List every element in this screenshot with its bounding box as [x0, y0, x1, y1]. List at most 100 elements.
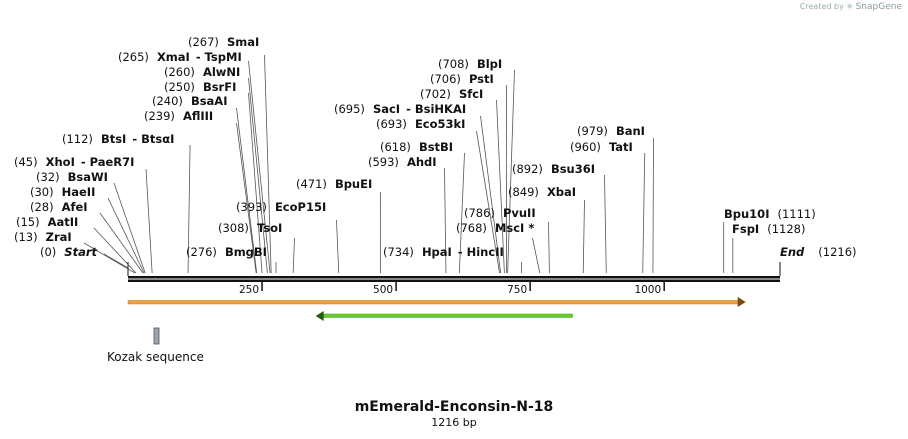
site-name: Eco53kI [415, 117, 466, 131]
site-label-bani: (979) BanI [577, 124, 645, 138]
credit-brand: SnapGene [855, 2, 902, 12]
site-name: BpuEI [335, 177, 372, 191]
site-leader-line [444, 167, 447, 274]
site-position: (240) [152, 94, 183, 108]
site-saci-group: (695) SacI - BsiHKAI [334, 102, 502, 274]
site-label-sfci: (702) SfcI [420, 87, 483, 101]
site-label-zrai: (13) ZraI [14, 230, 72, 244]
start-name: Start [64, 245, 97, 259]
site-label-pvuii: (786) PvuII [464, 206, 536, 220]
site-name: SfcI [459, 87, 483, 101]
site-name: BstBI [419, 140, 453, 154]
site-name: PvuII [503, 206, 536, 220]
site-leader-line [107, 197, 145, 274]
site-position: (112) [62, 132, 93, 146]
site-position: (892) [512, 162, 543, 176]
site-ahdi-group: (593) AhdI [368, 155, 447, 274]
site-bmgbi-group: (276) BmgBI [186, 245, 277, 273]
site-label-ecop15i: (393) EcoP15I [236, 200, 326, 214]
site-label-bsaai: (240) BsaAI [152, 94, 228, 108]
site-position: (849) [508, 185, 539, 199]
site-leader-line [496, 99, 505, 274]
site-name-alt: - BtsαI [132, 132, 174, 146]
site-name: AlwNI [203, 65, 240, 79]
feature-bar-mEmerald [127, 300, 740, 305]
site-name: Bsu36I [551, 162, 595, 176]
site-afliii-group: (239) AflIII [144, 109, 257, 274]
site-position: (693) [376, 117, 407, 131]
site-leader-line [236, 122, 257, 274]
site-name: XhoI [46, 155, 75, 169]
site-bsaai-group: (240) BsaAI [152, 94, 258, 274]
site-label-bsu36i: (892) Bsu36I [512, 162, 595, 176]
site-position: (45) [14, 155, 38, 169]
site-smai-group: (267) SmaI [188, 35, 272, 274]
site-bsawi-group: (32) BsaWI [36, 170, 146, 274]
site-name-alt: - HincII [458, 245, 504, 259]
site-hpai-group: (734) HpaI - HincII [383, 245, 522, 273]
site-name: XmaI [157, 50, 190, 64]
site-bpuei-group: (471) BpuEI [296, 177, 381, 274]
site-name: TsoI [257, 221, 282, 235]
site-name: EcoP15I [275, 200, 326, 214]
snapgene-credit: Created by ✳ SnapGene [800, 2, 902, 12]
site-leader-line [480, 115, 502, 274]
end-name: End [780, 245, 805, 259]
site-name: AhdI [407, 155, 437, 169]
credit-prefix: Created by [799, 2, 844, 11]
site-xhoi-group: (45) XhoI - PaeR7I [14, 155, 153, 274]
site-leader-line [145, 168, 153, 274]
site-position: (15) [16, 215, 40, 229]
site-position: (30) [30, 185, 54, 199]
site-position: (593) [368, 155, 399, 169]
end-label: End (1216) [780, 245, 857, 259]
site-position: (267) [188, 35, 219, 49]
start-position: (0) [40, 245, 56, 259]
site-xbai-group: (849) XbaI [508, 185, 585, 274]
site-label-ahdi: (593) AhdI [368, 155, 437, 169]
site-label-hpai: (734) HpaI - HincII [383, 245, 504, 259]
site-leader-line [248, 92, 263, 274]
site-leader-line [582, 199, 585, 274]
site-name: SmaI [227, 35, 259, 49]
site-leader-line [604, 174, 607, 274]
site-position: (239) [144, 109, 175, 123]
site-leader-line [458, 152, 465, 274]
site-leader-line [336, 219, 340, 274]
site-name: AfeI [62, 200, 88, 214]
site-name: BlpI [477, 57, 502, 71]
site-name: BsaAI [191, 94, 228, 108]
site-position: (32) [36, 170, 60, 184]
site-leader-line [532, 237, 541, 274]
site-name: BmgBI [225, 245, 267, 259]
site-label-smai: (267) SmaI [188, 35, 259, 49]
site-label-eco53ki: (693) Eco53kI [376, 117, 465, 131]
site-position: (979) [577, 124, 608, 138]
site-ecop15i-group: (393) EcoP15I [236, 200, 340, 274]
site-label-bstbi: (618) BstBI [380, 140, 453, 154]
scale-tick-label: 1000 [634, 284, 661, 296]
start-label: (0) Start [40, 245, 98, 259]
site-name-alt: - BsiHKAI [406, 102, 466, 116]
site-leader-line [187, 144, 191, 274]
kozak-feature-box [153, 327, 160, 345]
site-pvuii-group: (786) PvuII [464, 206, 550, 274]
site-position: (13) [14, 230, 38, 244]
site-name: HpaI [422, 245, 452, 259]
map-length: 1216 bp [431, 416, 477, 429]
site-leader-line [642, 152, 646, 274]
snapgene-logo-icon: ✳ [846, 2, 854, 11]
backbone-top [128, 276, 780, 279]
site-position: (702) [420, 87, 451, 101]
site-position: (393) [236, 200, 267, 214]
site-name-alt: - TspMI [196, 50, 242, 64]
site-position: (706) [430, 72, 461, 86]
site-btsi-group: (112) BtsI - BtsαI [62, 132, 191, 274]
feature-arrowhead-mEmerald [737, 297, 746, 307]
site-label-alwni: (260) AlwNI [164, 65, 240, 79]
site-name: Bpu10I [724, 207, 769, 221]
site-position: (260) [164, 65, 195, 79]
scale-tick-label: 750 [507, 284, 527, 296]
site-position: (308) [218, 221, 249, 235]
